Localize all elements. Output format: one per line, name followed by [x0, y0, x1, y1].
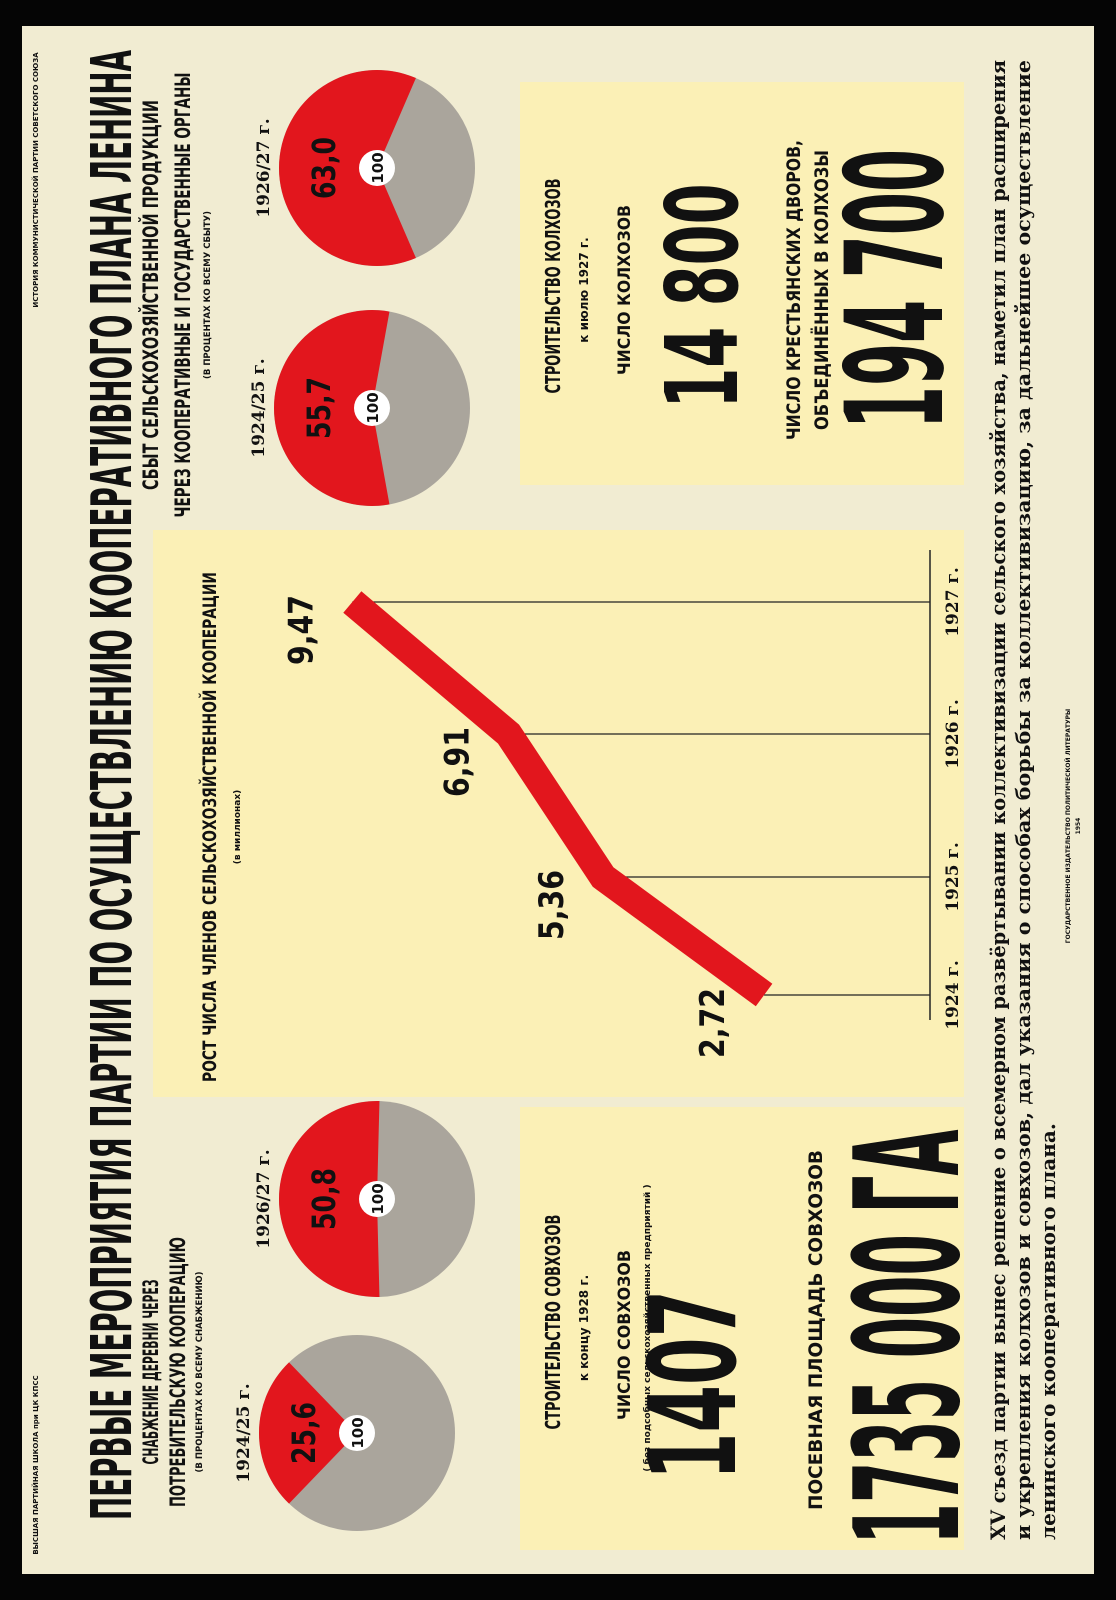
pie-total-label: 100 — [369, 1183, 387, 1214]
big-number: 14 800 — [644, 184, 761, 409]
pie-slice — [259, 1362, 357, 1504]
panel-label: ПОСЕВНАЯ ПЛОЩАДЬ СОВХОЗОВ — [805, 1150, 827, 1510]
pie-subtitle: (В ПРОЦЕНТАХ КО ВСЕМУ СНАБЖЕНИЮ) — [195, 1271, 205, 1472]
pie-value-label: 55,7 — [300, 377, 338, 439]
x-tick-label: 1924 г. — [943, 960, 963, 1030]
value-label: 5,36 — [532, 870, 572, 940]
pie-total-label: 100 — [369, 152, 387, 183]
footer-line: ленинского кооперативного плана. — [1036, 1123, 1060, 1540]
pie-center — [359, 1181, 395, 1217]
poster-title: ПЕРВЫЕ МЕРОПРИЯТИЯ ПАРТИИ ПО ОСУЩЕСТВЛЕН… — [80, 50, 145, 1520]
pie-year: 1926/27 г. — [254, 1149, 274, 1248]
x-tick-label: 1927 г. — [943, 567, 963, 637]
panel-date: к концу 1928 г. — [577, 1275, 591, 1381]
publisher-year: 1954 — [1075, 818, 1082, 835]
pie-value-label: 25,6 — [285, 1402, 323, 1464]
pie-total-label: 100 — [364, 392, 382, 423]
pie-title: СБЫТ СЕЛЬСКОХОЗЯЙСТВЕННОЙ ПРОДУКЦИИ — [138, 100, 163, 490]
pie-value-label: 50,8 — [305, 1168, 343, 1230]
pie-subtitle: (В ПРОЦЕНТАХ КО ВСЕМУ СБЫТУ) — [203, 211, 213, 379]
footer-line: и укрепления колхозов и совхозов, дал ук… — [1011, 60, 1035, 1540]
big-number: 1735 000 ГА — [824, 1130, 993, 1545]
sovkhoz-panel — [520, 1107, 964, 1550]
panel-heading: СТРОИТЕЛЬСТВО СОВХОЗОВ — [541, 1215, 565, 1430]
pie-total-label: 100 — [349, 1417, 367, 1448]
school-note: ВЫСШАЯ ПАРТИЙНАЯ ШКОЛА при ЦК КПСС — [31, 1375, 40, 1554]
kolkhoz-panel — [520, 82, 964, 485]
pie-slice — [278, 1101, 380, 1297]
pie-year: 1924/25 г. — [249, 358, 269, 457]
growth-line — [343, 591, 773, 1007]
panel-heading: СТРОИТЕЛЬСТВО КОЛХОЗОВ — [541, 179, 565, 394]
footer-line: XV съезд партии вынес решение о всемерно… — [986, 60, 1010, 1540]
panel-label: ОБЪЕДИНЁННЫХ В КОЛХОЗЫ — [809, 150, 833, 430]
pie-title: ЧЕРЕЗ КООПЕРАТИВНЫЕ И ГОСУДАРСТВЕННЫЕ ОР… — [171, 73, 195, 518]
pie-center — [359, 150, 395, 186]
pie-year: 1926/27 г. — [254, 118, 274, 217]
pie-center — [354, 390, 390, 426]
publisher: ГОСУДАРСТВЕННОЕ ИЗДАТЕЛЬСТВО ПОЛИТИЧЕСКО… — [1064, 709, 1072, 943]
pie-value-label: 63,0 — [305, 137, 343, 199]
panel-label: ЧИСЛО СОВХОЗОВ — [615, 1250, 635, 1420]
pie-title: СНАБЖЕНИЕ ДЕРЕВНИ ЧЕРЕЗ — [139, 1280, 163, 1465]
pie-title: ПОТРЕБИТЕЛЬСКУЮ КООПЕРАЦИЮ — [166, 1237, 190, 1507]
panel-date: к июлю 1927 г. — [577, 237, 591, 342]
value-label: 9,47 — [281, 595, 321, 665]
series-note: ИСТОРИЯ КОММУНИСТИЧЕСКОЙ ПАРТИИ СОВЕТСКО… — [31, 52, 40, 308]
value-label: 2,72 — [693, 988, 733, 1058]
panel-label: ЧИСЛО КОЛХОЗОВ — [615, 205, 635, 375]
pie-center — [339, 1415, 375, 1451]
big-number: 194 700 — [817, 149, 974, 429]
x-tick-label: 1925 г. — [943, 842, 963, 912]
value-label: 6,91 — [437, 727, 477, 797]
line-subtitle: (в миллионах) — [233, 790, 243, 865]
line-title: РОСТ ЧИСЛА ЧЛЕНОВ СЕЛЬСКОХОЗЯЙСТВЕННОЙ К… — [198, 572, 221, 1082]
pie-year: 1924/25 г. — [234, 1383, 254, 1482]
x-tick-label: 1926 г. — [943, 699, 963, 769]
big-number: 1407 — [625, 1290, 764, 1480]
panel-label: ЧИСЛО КРЕСТЬЯНСКИХ ДВОРОВ, — [783, 140, 805, 440]
pie-slice — [279, 70, 416, 266]
poster-sheet: ПЕРВЫЕ МЕРОПРИЯТИЯ ПАРТИИ ПО ОСУЩЕСТВЛЕН… — [22, 26, 1094, 1574]
pie-slice — [273, 310, 390, 506]
panel-note: ( без подсобных сельскохозяйственных пре… — [642, 1184, 653, 1471]
